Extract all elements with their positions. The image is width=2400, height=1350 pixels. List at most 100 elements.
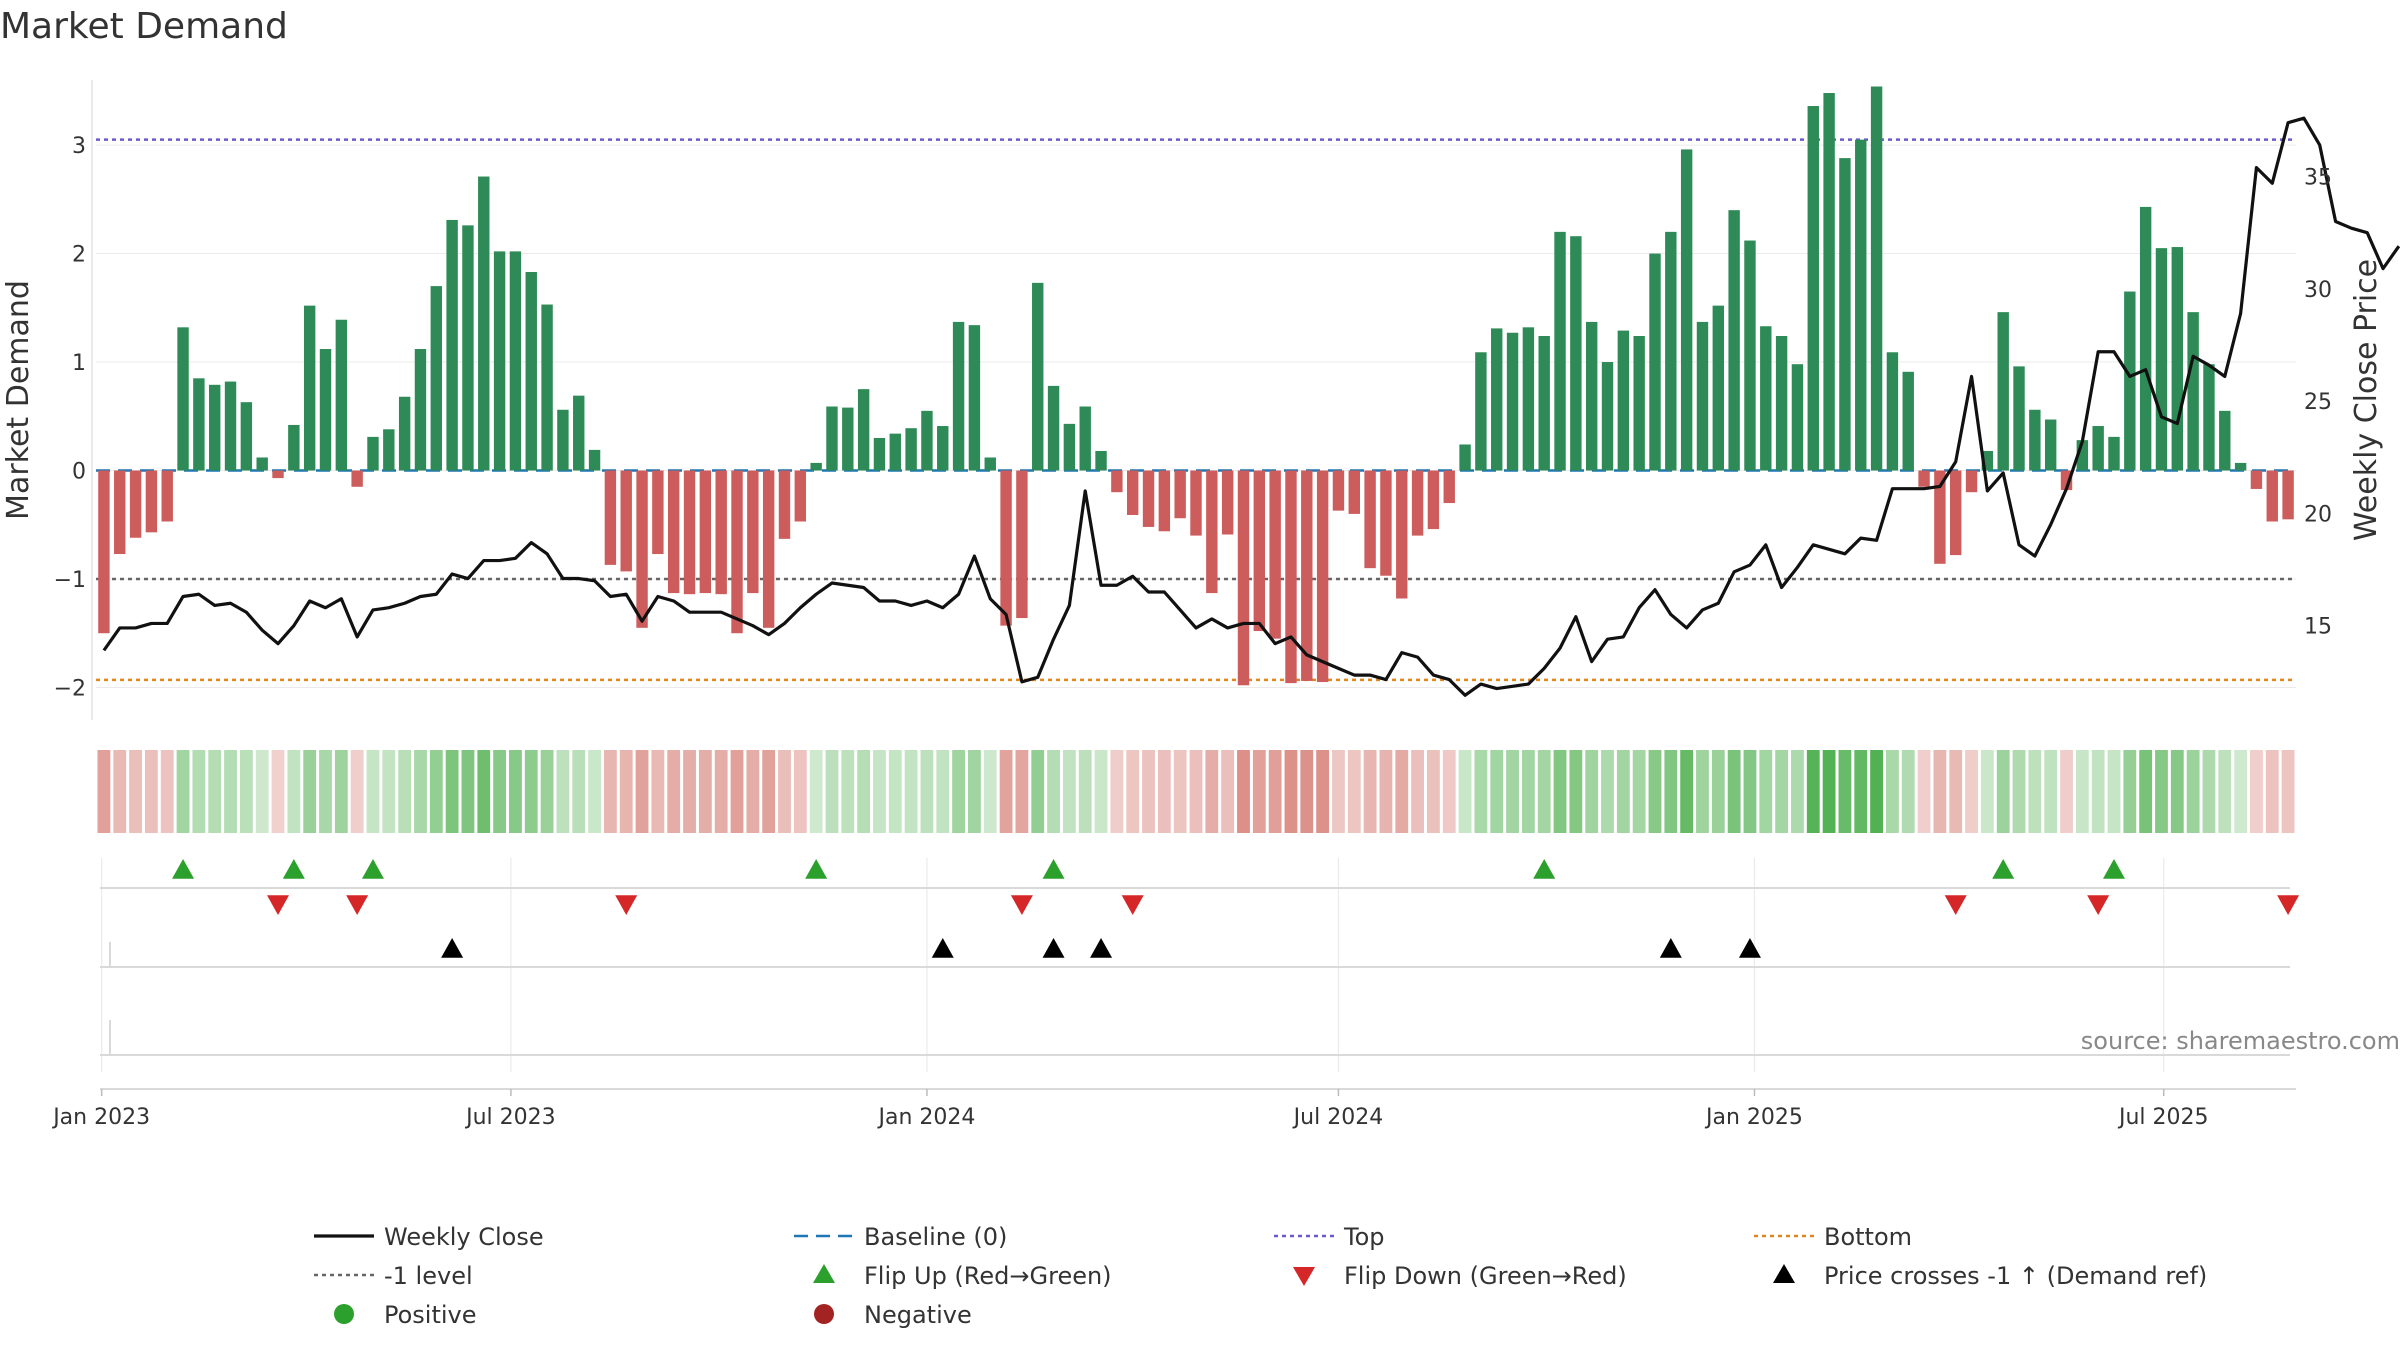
heat-cell (1838, 750, 1852, 833)
demand-heat-strip (97, 750, 2295, 833)
y-tick-label: 3 (72, 134, 86, 159)
flip-up-marker (1533, 859, 1556, 879)
demand-bar (367, 436, 379, 471)
x-tick-label: Jul 2025 (2117, 1105, 2209, 1130)
demand-bar (1095, 450, 1107, 471)
demand-bar (1285, 470, 1297, 684)
demand-bar (525, 272, 537, 471)
flip-up-marker (1042, 859, 1065, 879)
demand-bar (1839, 158, 1851, 471)
demand-bar (351, 470, 363, 487)
legend-label: Negative (864, 1301, 972, 1329)
heat-cell (1917, 750, 1931, 833)
heat-cell (809, 750, 823, 833)
demand-bar (1332, 470, 1345, 511)
demand-bar (1475, 352, 1487, 471)
heat-cell (1015, 750, 1029, 833)
x-tick-label: Jul 2023 (464, 1105, 556, 1130)
demand-bar (303, 305, 316, 471)
demand-bar (541, 304, 553, 471)
demand-bar (1000, 470, 1012, 626)
demand-bar (873, 437, 886, 471)
heat-cell (1711, 750, 1725, 833)
demand-bar (2124, 291, 2136, 471)
heat-cell (714, 750, 728, 833)
heat-cell (2218, 750, 2232, 833)
heat-cell (1252, 750, 1266, 833)
demand-bar (1950, 470, 1962, 556)
heat-cell (477, 750, 491, 833)
demand-bar (2219, 410, 2231, 471)
demand-bar (272, 470, 284, 479)
heat-cell (1474, 750, 1488, 833)
heat-cell (2250, 750, 2263, 833)
demand-bar (2282, 470, 2294, 520)
heat-cell (698, 750, 712, 833)
demand-bar (1316, 470, 1329, 683)
heat-cell (1205, 750, 1219, 833)
demand-bar (1301, 470, 1313, 681)
demand-bar (762, 470, 775, 628)
heat-cell (445, 750, 459, 833)
demand-bar (1491, 328, 1503, 471)
demand-bar (2266, 470, 2278, 522)
y-tick-label: 2 (72, 243, 86, 268)
flip-down-marker (2087, 895, 2110, 915)
demand-bar (114, 470, 126, 555)
demand-bar (1190, 470, 1202, 536)
price-cross-marker (1738, 938, 1761, 958)
legend-item: Flip Up (Red→Green) (813, 1262, 1112, 1290)
heat-cell (2012, 750, 2026, 833)
demand-bar (1807, 106, 1819, 471)
heat-cell (1142, 750, 1155, 833)
demand-bar (826, 406, 838, 471)
heat-cell (192, 750, 206, 833)
demand-bar (573, 395, 585, 471)
demand-bar (1791, 364, 1804, 471)
demand-bar (952, 321, 965, 471)
demand-bar (636, 470, 648, 628)
heat-cell (1680, 750, 1694, 833)
heat-cell (730, 750, 744, 833)
demand-bar (889, 433, 901, 471)
demand-bar (462, 225, 474, 471)
demand-bar (1269, 470, 1281, 639)
heat-cell (1791, 750, 1804, 833)
demand-bar (1870, 86, 1883, 471)
heat-cell (239, 750, 253, 833)
legend-item: Baseline (0) (794, 1223, 1007, 1251)
demand-bar (383, 429, 395, 471)
demand-bar (1934, 470, 1946, 564)
heat-cell (983, 750, 997, 833)
demand-bar (1696, 321, 1709, 471)
heat-cell (1047, 750, 1060, 833)
legend-label: Price crosses -1 ↑ (Demand ref) (1824, 1262, 2207, 1290)
demand-bar (683, 470, 696, 595)
demand-bar (1443, 470, 1455, 504)
event-markers (100, 859, 2300, 1090)
heat-cell (683, 750, 696, 833)
demand-bar (1997, 312, 2009, 471)
demand-bar (2060, 470, 2073, 491)
demand-bar (1649, 253, 1661, 471)
demand-bar (1079, 406, 1091, 471)
price-cross-marker (441, 938, 464, 958)
demand-bar (240, 402, 253, 471)
demand-bar (620, 470, 632, 572)
heat-cell (208, 750, 222, 833)
demand-bar (984, 457, 996, 471)
heat-cell (1411, 750, 1424, 833)
heat-cell (1949, 750, 1963, 833)
heat-cell (1743, 750, 1757, 833)
legend-swatch-triangle-down (1293, 1267, 1315, 1286)
heat-cell (2060, 750, 2073, 833)
heat-cell (635, 750, 649, 833)
heat-cell (1553, 750, 1567, 833)
demand-bar (668, 470, 680, 594)
heat-cell (2091, 750, 2105, 833)
demand-bar (731, 470, 743, 634)
demand-bar (857, 389, 870, 471)
demand-bar (209, 384, 221, 471)
demand-bar (1760, 326, 1772, 471)
demand-bar (1032, 282, 1044, 471)
